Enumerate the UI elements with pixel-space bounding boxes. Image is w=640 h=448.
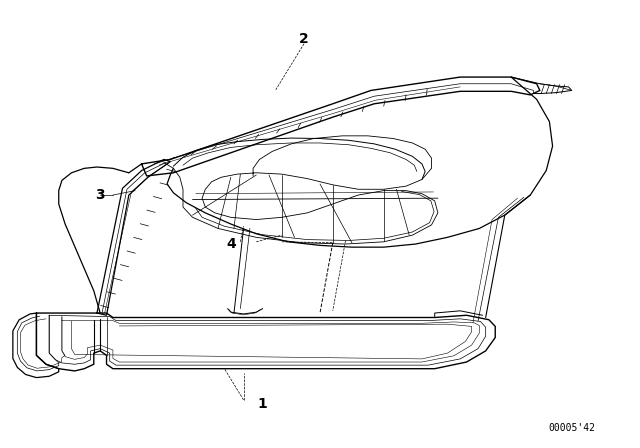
Text: 2: 2 (299, 32, 309, 46)
Text: 4: 4 (226, 237, 236, 251)
Text: 1: 1 (258, 397, 268, 411)
Text: 00005'42: 00005'42 (548, 423, 595, 433)
Text: 3: 3 (95, 188, 105, 202)
